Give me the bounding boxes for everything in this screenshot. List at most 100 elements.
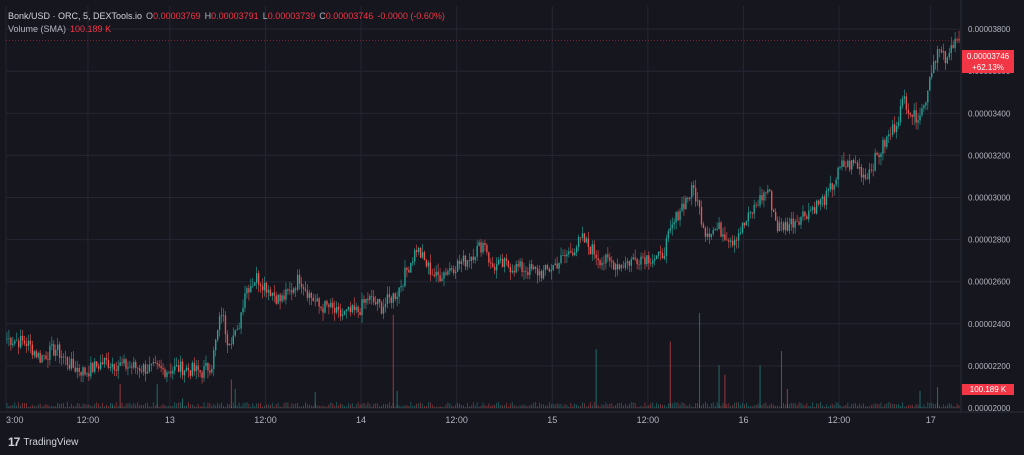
volume-bar	[426, 406, 427, 408]
candle-body	[878, 154, 880, 158]
candle-body	[248, 288, 250, 293]
candle-body	[14, 341, 16, 344]
symbol-label[interactable]: Bonk/USD · ORC, 5, DEXTools.io	[8, 11, 143, 21]
candle-body	[679, 210, 681, 221]
volume-bar	[111, 403, 113, 408]
volume-bar	[580, 405, 581, 408]
volume-bar	[851, 403, 853, 408]
volume-bar	[482, 402, 484, 408]
candle-body	[357, 306, 359, 313]
volume-bar	[264, 405, 265, 408]
volume-bar	[383, 403, 384, 408]
candle-body	[400, 286, 402, 288]
tradingview-logo[interactable]: 17 TradingView	[8, 435, 78, 449]
volume-bar	[342, 404, 343, 408]
volume-bar	[492, 405, 494, 408]
candle-body	[66, 357, 69, 365]
volume-bar	[24, 402, 25, 408]
candle-body	[546, 265, 549, 269]
volume-bar	[667, 403, 669, 408]
candle-body	[466, 260, 469, 267]
y-tick-label: 0.00003400	[968, 109, 1011, 118]
volume-bar	[178, 402, 180, 408]
candle-body	[648, 255, 650, 264]
candle-body	[657, 251, 660, 256]
volume-bar	[26, 403, 27, 408]
volume-bar	[129, 402, 131, 408]
candle-body	[517, 264, 519, 267]
candle-body	[412, 261, 414, 263]
candle-body	[938, 49, 941, 50]
candle-body	[60, 356, 63, 358]
candle-body	[659, 251, 662, 254]
volume-bar	[695, 403, 697, 408]
volume-bar	[102, 402, 103, 408]
candle-body	[611, 260, 613, 263]
volume-bar	[494, 405, 496, 408]
candle-body	[932, 61, 935, 74]
volume-bar	[845, 405, 847, 408]
volume-bar	[857, 405, 858, 408]
candle-body	[41, 355, 43, 363]
volume-label[interactable]: Volume (SMA)	[8, 24, 67, 34]
candle-body	[570, 251, 572, 253]
candle-body	[856, 162, 859, 169]
volume-bar	[611, 403, 613, 408]
open-value: 0.00003769	[153, 11, 201, 21]
volume-bar	[328, 404, 330, 408]
volume-bar	[628, 404, 630, 408]
candle-body	[776, 220, 779, 232]
volume-bar	[701, 405, 702, 408]
candle-body	[763, 192, 765, 201]
candle-body	[347, 307, 350, 310]
candle-body	[954, 38, 956, 48]
candle-body	[757, 205, 759, 207]
volume-bar	[246, 402, 248, 408]
volume-bar	[252, 403, 254, 408]
volume-bar	[408, 406, 410, 408]
candle-body	[201, 372, 203, 378]
volume-bar	[227, 403, 228, 408]
candle-body	[511, 270, 513, 273]
volume-bar	[927, 402, 929, 408]
candle-body	[447, 271, 449, 275]
volume-bar-spike	[937, 387, 939, 408]
candle-body	[96, 361, 98, 367]
candle-body	[550, 269, 552, 272]
candle-body	[205, 363, 207, 367]
candle-body	[712, 230, 714, 234]
close-key: C	[319, 11, 326, 21]
candle-body	[942, 51, 945, 53]
candle-body	[386, 294, 389, 304]
volume-bar	[677, 402, 679, 408]
candle-body	[33, 351, 35, 356]
volume-bar-spike	[119, 384, 121, 408]
candle-body	[773, 210, 775, 212]
volume-bar	[794, 402, 796, 408]
volume-bar	[266, 404, 267, 408]
candle-body	[874, 152, 876, 171]
candle-body	[694, 187, 697, 202]
volume-bar	[466, 403, 468, 408]
candle-body	[359, 312, 361, 315]
volume-bar	[70, 403, 72, 408]
volume-bar	[316, 405, 318, 408]
volume-bar	[802, 404, 804, 408]
candle-body	[747, 212, 750, 222]
candle-body	[417, 247, 420, 252]
candle-body	[55, 349, 57, 356]
volume-bar	[853, 403, 855, 408]
volume-bar	[861, 405, 862, 408]
volume-bar	[459, 403, 460, 408]
volume-bar	[76, 402, 78, 408]
volume-bar	[646, 405, 648, 408]
candle-body	[667, 231, 670, 239]
candle-body	[784, 221, 787, 231]
candle-body	[558, 263, 560, 269]
candle-body	[31, 344, 34, 356]
volume-bar	[543, 404, 544, 408]
candle-body	[743, 222, 746, 226]
candle-body	[170, 371, 172, 374]
volume-bar	[923, 404, 925, 408]
